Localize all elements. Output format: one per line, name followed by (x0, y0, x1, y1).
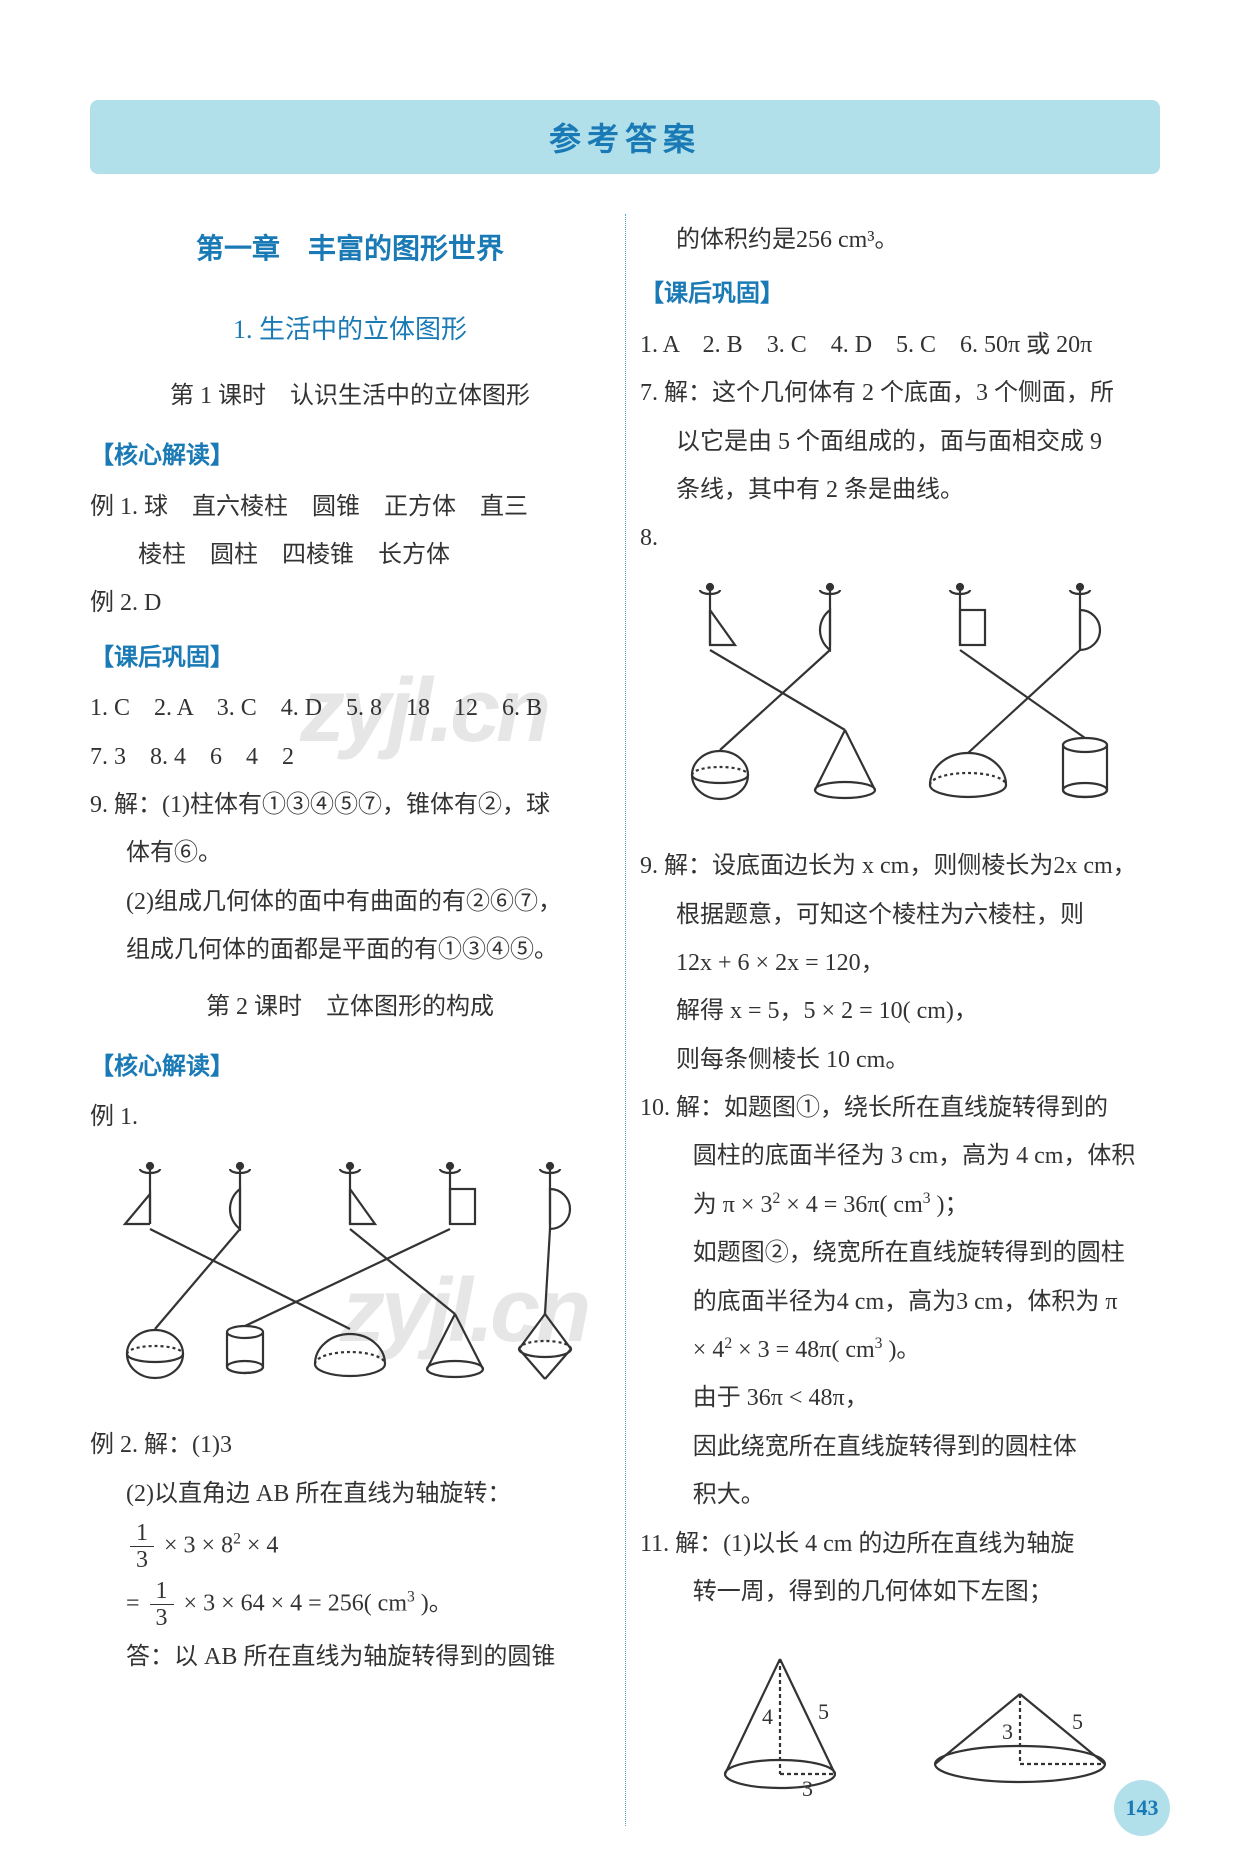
r-hw9a: 9. 解：设底面边长为 x cm，则侧棱长为2x cm， (640, 844, 1160, 888)
r-hw10f: × 42 × 3 = 48π( cm3 )。 (640, 1328, 1160, 1372)
r-hw10i: 积大。 (640, 1473, 1160, 1517)
ex2-2a: 例 2. 解：(1)3 (90, 1423, 610, 1467)
hw10c-mid: × 4 = 36π( cm (780, 1192, 923, 1218)
r-hw-row: 1. A 2. B 3. C 4. D 5. C 6. 50π 或 20π (640, 323, 1160, 367)
ex2-2d-mid: × 3 × 64 × 4 = 256( cm (178, 1590, 407, 1616)
r-hw10g: 由于 36π < 48π， (640, 1376, 1160, 1420)
r-hw10c: 为 π × 32 × 4 = 36π( cm3 )； (640, 1183, 1160, 1227)
post-homework-label-1: 【课后巩固】 (90, 636, 610, 680)
r-hw7c: 条线，其中有 2 条是曲线。 (640, 468, 1160, 512)
cone-a-4: 4 (762, 1704, 773, 1729)
r-hw10a: 10. 解：如题图①，绕长所在直线旋转得到的 (640, 1086, 1160, 1130)
section-title: 1. 生活中的立体图形 (90, 306, 610, 354)
hw10c-pre: 为 π × 3 (693, 1192, 773, 1218)
post-homework-label-2: 【课后巩固】 (640, 272, 1160, 316)
r-hw9d: 解得 x = 5，5 × 2 = 10( cm)， (640, 989, 1160, 1033)
cone-a-5: 5 (818, 1699, 829, 1724)
frac-den: 3 (130, 1547, 154, 1573)
frac-den2: 3 (150, 1605, 174, 1631)
right-column: 的体积约是256 cm³。 【课后巩固】 1. A 2. B 3. C 4. D… (640, 214, 1160, 1826)
frac-2: 1 3 (150, 1578, 174, 1632)
lesson1-title: 第 1 课时 认识生活中的立体图形 (90, 374, 610, 418)
hw9-line-c: (2)组成几何体的面中有曲面的有②⑥⑦， (90, 880, 610, 924)
r-hw9e: 则每条侧棱长 10 cm。 (640, 1038, 1160, 1082)
core-reading-label-1: 【核心解读】 (90, 434, 610, 478)
ex2-2d-sup: 3 (407, 1588, 415, 1605)
core-reading-label-2: 【核心解读】 (90, 1045, 610, 1089)
ex2-2b-text: (2)以直角边 AB 所在直线为轴旋转： (126, 1481, 511, 1507)
hw10c-sup2: 3 (923, 1190, 931, 1207)
r-hw10b: 圆柱的底面半径为 3 cm，高为 4 cm，体积 (640, 1134, 1160, 1178)
frac-num: 1 (130, 1520, 154, 1547)
r-hw9b: 根据题意，可知这个棱柱为六棱柱，则 (640, 893, 1160, 937)
column-divider (625, 214, 626, 1826)
frac-num2: 1 (150, 1578, 174, 1605)
matching-diagram-left (90, 1154, 610, 1394)
ex2-2c-pre: × 3 × 8 (158, 1532, 233, 1558)
r-hw10e: 的底面半径为4 cm，高为3 cm，体积为 π (640, 1280, 1160, 1324)
ex2-2d-pre: = (126, 1590, 146, 1616)
matching-diagram-right (640, 575, 1160, 815)
r-hw7b: 以它是由 5 个面组成的，面与面相交成 9 (640, 420, 1160, 464)
title-bar: 参考答案 (90, 100, 1160, 174)
cone-a-3: 3 (802, 1776, 813, 1801)
hw10f-pre: × 4 (693, 1337, 725, 1363)
hw10c-end: )； (931, 1192, 969, 1218)
hw10f-mid: × 3 = 48π( cm (732, 1337, 875, 1363)
example-2: 例 2. D (90, 581, 610, 625)
left-column: 第一章 丰富的图形世界 1. 生活中的立体图形 第 1 课时 认识生活中的立体图… (90, 214, 610, 1826)
ex2-2c: 1 3 × 3 × 82 × 4 (90, 1520, 610, 1574)
hw9-line-a: 9. 解：(1)柱体有①③④⑤⑦，锥体有②，球 (90, 783, 610, 827)
example-1-line-a: 例 1. 球 直六棱柱 圆锥 正方体 直三 (90, 485, 610, 529)
ex2-2c-sup: 2 (233, 1530, 241, 1547)
example-1-line-b: 棱柱 圆柱 四棱锥 长方体 (90, 533, 610, 577)
chapter-title: 第一章 丰富的图形世界 (90, 224, 610, 276)
two-column-layout: 第一章 丰富的图形世界 1. 生活中的立体图形 第 1 课时 认识生活中的立体图… (90, 214, 1160, 1826)
page-number: 143 (1114, 1780, 1170, 1836)
ex2-2d-end: )。 (415, 1590, 453, 1616)
example-1-label: 例 1. (90, 1095, 610, 1139)
ex2-2d: = 1 3 × 3 × 64 × 4 = 256( cm3 )。 (90, 1578, 610, 1632)
hw10f-end: )。 (882, 1337, 920, 1363)
r-hw10d: 如题图②，绕宽所在直线旋转得到的圆柱 (640, 1231, 1160, 1275)
r-hw10h: 因此绕宽所在直线旋转得到的圆柱体 (640, 1425, 1160, 1469)
r-hw9c: 12x + 6 × 2x = 120， (640, 941, 1160, 985)
hw10f-sup1: 2 (724, 1335, 732, 1352)
hw-line-2: 7. 3 8. 4 6 4 2 (90, 735, 610, 779)
ex2-2b: (2)以直角边 AB 所在直线为轴旋转： (90, 1472, 610, 1516)
hw9-line-d: 组成几何体的面都是平面的有①③④⑤。 (90, 928, 610, 972)
r-hw7a: 7. 解：这个几何体有 2 个底面，3 个侧面，所 (640, 371, 1160, 415)
hw9-line-b: 体有⑥。 (90, 831, 610, 875)
lesson2-title: 第 2 课时 立体图形的构成 (90, 985, 610, 1029)
ex2-2c-post: × 4 (241, 1532, 279, 1558)
hw-line-1: 1. C 2. A 3. C 4. D 5. 8 18 12 6. B (90, 686, 610, 730)
r-hw11a: 11. 解：(1)以长 4 cm 的边所在直线为轴旋 (640, 1522, 1160, 1566)
r-hw11b: 转一周，得到的几何体如下左图； (640, 1570, 1160, 1614)
frac-1: 1 3 (130, 1520, 154, 1574)
r-line0: 的体积约是256 cm³。 (640, 218, 1160, 262)
cone-diagram: 4 5 3 3 5 (640, 1624, 1160, 1804)
cone-b-3: 3 (1002, 1719, 1013, 1744)
ex2-2e: 答：以 AB 所在直线为轴旋转得到的圆锥 (90, 1635, 610, 1679)
cone-b-5: 5 (1072, 1709, 1083, 1734)
r-hw8: 8. (640, 516, 1160, 560)
